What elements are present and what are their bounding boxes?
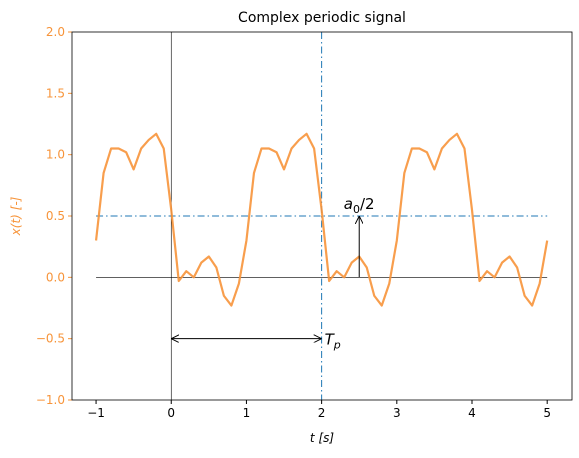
- amp-label-base: a: [344, 195, 353, 213]
- y-tick-label: 0.0: [46, 270, 65, 284]
- x-tick-label: 2: [318, 406, 326, 420]
- chart-title: Complex periodic signal: [238, 10, 406, 26]
- y-tick-label: −0.5: [36, 332, 65, 346]
- amp-label-sub: 0: [353, 203, 360, 216]
- y-tick-label: 1.0: [46, 148, 65, 162]
- y-tick-label: −1.0: [36, 393, 65, 407]
- x-tick-label: 1: [243, 406, 251, 420]
- amp-label-rest: /2: [360, 195, 375, 213]
- y-axis-label: x(t) [-]: [9, 196, 23, 236]
- amp-label: a0/2: [344, 195, 375, 216]
- x-tick-label: 4: [468, 406, 476, 420]
- x-axis-label: t [s]: [310, 431, 334, 445]
- period-label-base: T: [325, 331, 336, 349]
- y-tick-label: 2.0: [46, 25, 65, 39]
- x-tick-label: 0: [167, 406, 175, 420]
- plot-frame: [71, 31, 573, 401]
- signal-line: [94, 132, 549, 307]
- period-label-sub: p: [333, 339, 341, 352]
- x-tick-label: 3: [393, 406, 401, 420]
- y-tick-label: 1.5: [46, 86, 65, 100]
- x-tick-label: −1: [87, 406, 105, 420]
- x-tick-label: 5: [543, 406, 551, 420]
- period-label: Tp: [325, 331, 341, 352]
- y-tick-label: 0.5: [46, 209, 65, 223]
